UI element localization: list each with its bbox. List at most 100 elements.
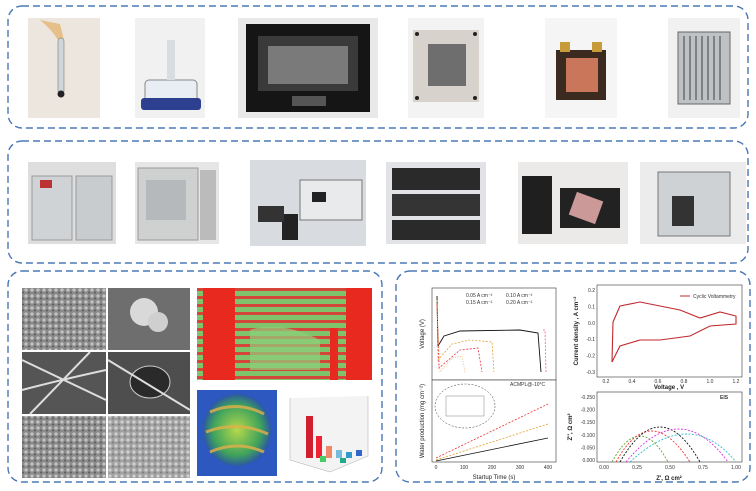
- x-tick-label: 0.75: [698, 465, 708, 471]
- y-tick-label: 0.000: [582, 458, 595, 464]
- x-tick-label: 0.8: [681, 379, 688, 385]
- equipment-photos-row1-part: [292, 96, 326, 106]
- equipment-photos-row2-part: [76, 176, 112, 240]
- water-plot-part: [432, 380, 556, 462]
- y-tick-label: -0.150: [581, 420, 595, 426]
- y-tick-label: -0.1: [586, 337, 595, 343]
- microscopy-images-part: [203, 288, 235, 380]
- x-tick-label: 0.4: [629, 379, 636, 385]
- equipment-photos-row1-part: [592, 42, 602, 52]
- x-axis-label: Startup Time (s): [473, 475, 516, 481]
- equipment-photos-row1-part: [428, 44, 466, 86]
- x-ticks: 0.000.250.500.751.00: [599, 465, 741, 471]
- microscopy-images-part: [346, 288, 372, 380]
- water-plot: ACMPL@-10°C Water production (mg cm⁻²) S…: [420, 380, 556, 481]
- equipment-photos-row2-part: [258, 206, 284, 222]
- equipment-photos-row1-part-part: [473, 32, 477, 36]
- equipment-photos-row2-part: [522, 176, 552, 234]
- y-tick-label: -0.200: [581, 408, 595, 414]
- equipment-photos-row1-part: [560, 42, 570, 52]
- bar3d-chart-part: [290, 396, 368, 472]
- equipment-photos-row1-part-part: [473, 96, 477, 100]
- microscopy-images-part: [330, 328, 338, 380]
- bar3d-chart-part: [340, 458, 346, 463]
- y-tick-label: -0.2: [586, 354, 595, 360]
- y-axis-label: Z'', Ω cm²: [567, 413, 574, 440]
- x-tick-label: 0.50: [665, 465, 675, 471]
- y-tick-label: 0.1: [588, 304, 595, 310]
- equipment-photos-row1-part: [58, 91, 65, 98]
- bar3d-chart-part: [320, 456, 326, 462]
- x-tick-label: 0: [435, 465, 438, 471]
- x-tick-label: 0.6: [655, 379, 662, 385]
- microscopy-images-part: [22, 416, 106, 478]
- equipment-photos-row2-part: [672, 196, 694, 226]
- legend-entry: 0.10 A cm⁻²: [506, 293, 533, 299]
- y-tick-label: 0.2: [588, 288, 595, 294]
- annotation: ACMPL@-10°C: [510, 382, 546, 388]
- panel-frames-part: [8, 141, 748, 263]
- x-axis-label: Z', Ω cm²: [656, 475, 682, 482]
- equipment-photos-row1-part-part: [415, 96, 419, 100]
- bar3d-chart-part: [306, 416, 313, 458]
- y-axis-label: Voltage (V): [420, 319, 426, 349]
- microscopy-images-part: [22, 288, 106, 350]
- equipment-photos-row2-part: [146, 180, 186, 220]
- legend-entry: Cyclic Voltammetry: [693, 294, 736, 300]
- x-tick-label: 0.00: [599, 465, 609, 471]
- x-tick-label: 1.0: [707, 379, 714, 385]
- microscopy-images-part: [148, 312, 168, 332]
- equipment-photos-row1-part: [268, 46, 348, 84]
- y-ticks: 0.2 0.1 0.0 -0.1 -0.2 -0.3: [586, 288, 595, 376]
- x-tick-label: 100: [460, 465, 469, 471]
- y-tick-label: 0.0: [588, 321, 595, 327]
- x-tick-label: 400: [544, 465, 553, 471]
- equipment-photos-row2-part: [282, 214, 298, 240]
- x-axis-label: Voltage , V: [654, 385, 684, 391]
- y-tick-label: -0.100: [581, 433, 595, 439]
- legend-entry: 0.15 A cm⁻²: [466, 300, 493, 306]
- equipment-photos-row2-part: [312, 192, 326, 202]
- bar3d-chart-part: [346, 452, 352, 458]
- legend-entry: 0.05 A cm⁻²: [466, 293, 493, 299]
- equipment-photos-row2-part: [40, 180, 52, 188]
- x-tick-label: 300: [516, 465, 525, 471]
- microscopy-images-part: [108, 416, 190, 478]
- equipment-photos-row1-part: [141, 98, 201, 110]
- y-tick-label: -0.3: [586, 370, 595, 376]
- x-ticks: 0 100 200 300 400: [435, 465, 553, 471]
- x-tick-label: 1.2: [733, 379, 740, 385]
- x-tick-label: 0.2: [603, 379, 610, 385]
- equipment-photos-row2: [28, 160, 746, 246]
- bar3d-chart-part: [316, 436, 322, 458]
- y-axis-label: Current density , A cm⁻²: [573, 297, 580, 366]
- equipment-photos-row1-part: [566, 58, 598, 92]
- bar3d-chart-part: [356, 450, 362, 456]
- bar3d-chart: [290, 396, 368, 472]
- y-ticks: -0.250-0.200-0.150-0.100-0.0500.000: [581, 395, 595, 464]
- equipment-photos-row1-part: [167, 40, 175, 80]
- equipment-photos-row1-part-part: [415, 32, 419, 36]
- microscopy-images-part: [22, 352, 106, 414]
- equipment-photos-row2-part: [392, 220, 480, 240]
- equipment-photos-row1: [28, 18, 740, 118]
- voltage-plot: Voltage (V) 0.05 A cm⁻² 0.15 A cm⁻² 0.10…: [420, 288, 556, 380]
- equipment-photos-row2-part: [200, 170, 216, 240]
- legend-entry: EIS: [720, 395, 729, 401]
- y-tick-label: -0.250: [581, 395, 595, 401]
- equipment-photos-row2-part: [300, 180, 362, 220]
- x-tick-label: 200: [488, 465, 497, 471]
- x-tick-label: 1.00: [731, 465, 741, 471]
- cv-plot: Cyclic Voltammetry Voltage , V Current d…: [573, 285, 742, 391]
- equipment-photos-row2-part: [392, 194, 480, 216]
- bar3d-chart-part: [326, 446, 332, 458]
- equipment-photos-row2-part: [392, 168, 480, 190]
- legend-entry: 0.20 A cm⁻²: [506, 300, 533, 306]
- equipment-photos-row1-part: [678, 32, 730, 104]
- water-plot-part: [446, 396, 484, 416]
- bar3d-chart-part: [336, 450, 342, 458]
- y-axis-label: Water production (mg cm⁻²): [420, 384, 426, 458]
- equipment-photos-row1-part: [684, 36, 720, 100]
- equipment-photos-row1-part: [58, 38, 64, 94]
